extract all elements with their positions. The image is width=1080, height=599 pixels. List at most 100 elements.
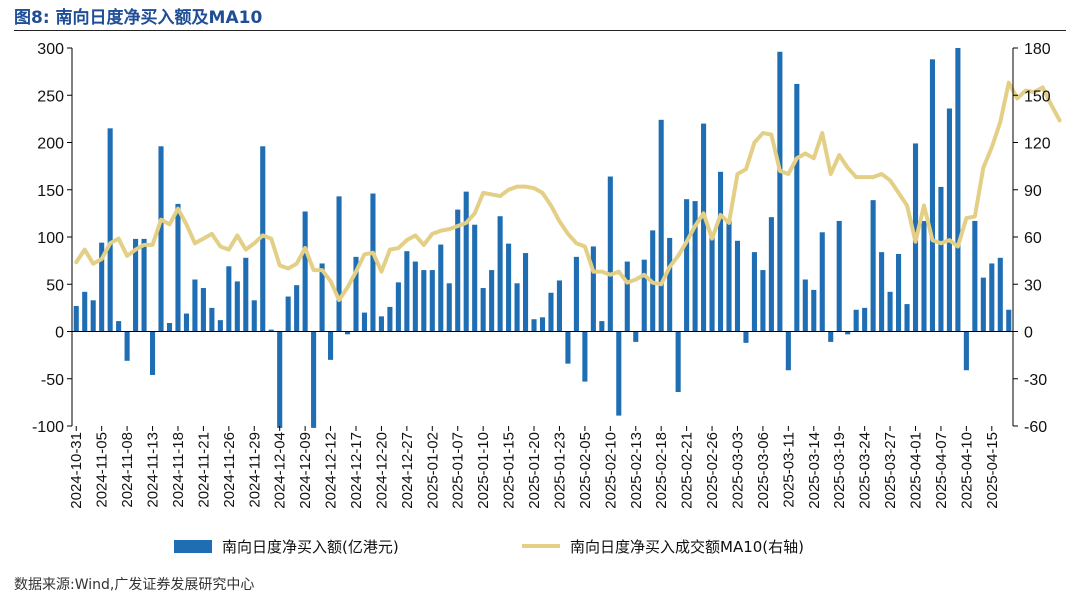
bar bbox=[836, 220, 842, 332]
bar bbox=[633, 331, 639, 342]
bar bbox=[692, 201, 698, 332]
bar bbox=[641, 259, 647, 332]
bar bbox=[989, 263, 995, 332]
bar bbox=[429, 270, 435, 332]
bar bbox=[319, 263, 325, 332]
x-tick-label: 2024-11-29 bbox=[246, 432, 263, 508]
bar bbox=[404, 251, 410, 332]
x-tick-label: 2025-01-15 bbox=[501, 432, 518, 509]
right-tick-label: 30 bbox=[1024, 277, 1042, 294]
bar bbox=[73, 305, 79, 332]
bar bbox=[548, 292, 554, 332]
bar bbox=[938, 186, 944, 332]
bar bbox=[624, 261, 630, 332]
bar bbox=[955, 48, 961, 332]
bar bbox=[90, 300, 96, 332]
bar bbox=[794, 83, 800, 332]
x-tick-label: 2024-11-21 bbox=[195, 432, 212, 508]
bar bbox=[997, 257, 1003, 332]
x-tick-label: 2024-12-27 bbox=[399, 432, 416, 509]
axes: -100 -50 0 50 100 150 200 250 300 -60 -30 0 30 60 90 12… bbox=[32, 41, 1051, 436]
bar bbox=[760, 270, 766, 332]
bar bbox=[268, 329, 274, 332]
x-tick-label: 2025-03-24 bbox=[857, 432, 874, 509]
bar bbox=[887, 291, 893, 332]
x-tick-label: 2025-02-26 bbox=[704, 432, 721, 509]
x-tick-label: 2024-11-13 bbox=[145, 432, 162, 508]
bar bbox=[455, 209, 461, 332]
bar bbox=[378, 316, 384, 332]
bar bbox=[82, 291, 88, 332]
bar bbox=[828, 331, 834, 342]
bar bbox=[862, 307, 868, 332]
bar bbox=[217, 320, 223, 332]
right-tick-label: -60 bbox=[1024, 419, 1047, 436]
bar bbox=[743, 331, 749, 343]
bar bbox=[438, 244, 444, 332]
bar bbox=[582, 331, 588, 382]
x-tick-label: 2024-10-31 bbox=[68, 432, 85, 509]
figure-title: 图8: 南向日度净买入额及MA10 bbox=[14, 8, 263, 28]
bar bbox=[200, 288, 206, 332]
bar bbox=[980, 277, 986, 332]
right-tick-label: 60 bbox=[1024, 230, 1042, 247]
bar bbox=[717, 171, 724, 332]
x-tick-label: 2025-02-18 bbox=[653, 432, 670, 509]
bar bbox=[811, 289, 817, 332]
x-tick-label: 2025-03-06 bbox=[755, 432, 772, 509]
x-tick-label: 2025-01-23 bbox=[551, 432, 568, 509]
x-tick-label: 2025-01-07 bbox=[450, 432, 467, 509]
bar bbox=[658, 119, 664, 332]
x-tick-label: 2024-11-18 bbox=[170, 432, 187, 508]
bar bbox=[768, 217, 774, 332]
bar bbox=[590, 246, 596, 332]
bar bbox=[175, 203, 181, 332]
bar bbox=[472, 224, 478, 332]
bar bbox=[260, 146, 266, 332]
x-tick-label: 2025-03-14 bbox=[806, 432, 823, 509]
bar bbox=[234, 281, 240, 332]
bar bbox=[166, 323, 173, 332]
bar bbox=[294, 285, 300, 332]
x-tick-label: 2024-12-09 bbox=[297, 432, 314, 509]
left-tick-label: 50 bbox=[46, 277, 64, 294]
bar bbox=[675, 331, 681, 392]
bar bbox=[370, 193, 376, 332]
x-tick-label: 2024-11-05 bbox=[94, 432, 111, 508]
x-tick-label: 2024-11-08 bbox=[119, 432, 136, 508]
bar bbox=[599, 321, 605, 332]
right-tick-label: 90 bbox=[1024, 183, 1042, 200]
right-tick-label: 150 bbox=[1024, 88, 1051, 105]
bar bbox=[701, 123, 707, 332]
x-tick-label: 2025-01-02 bbox=[424, 432, 441, 509]
x-tick-label: 2024-12-12 bbox=[323, 432, 340, 509]
legend-bar-swatch bbox=[174, 540, 212, 553]
bar bbox=[684, 199, 690, 332]
bar bbox=[361, 312, 368, 332]
bar bbox=[929, 59, 936, 332]
bar bbox=[777, 51, 783, 332]
bar bbox=[963, 331, 969, 371]
bar bbox=[446, 283, 452, 332]
bar bbox=[183, 313, 189, 332]
bar bbox=[489, 270, 495, 332]
bar bbox=[116, 321, 122, 332]
legend-line-label: 南向日度净买入成交额MA10(右轴) bbox=[570, 538, 804, 556]
bar bbox=[421, 270, 427, 332]
bar bbox=[709, 233, 715, 332]
bar bbox=[531, 319, 537, 332]
bar bbox=[328, 331, 334, 360]
bar bbox=[353, 256, 359, 332]
bar bbox=[209, 307, 215, 332]
bar bbox=[497, 216, 503, 332]
bar bbox=[506, 243, 512, 332]
title-divider bbox=[14, 30, 1066, 31]
right-tick-label: 0 bbox=[1024, 325, 1033, 342]
bar bbox=[412, 261, 418, 332]
bar bbox=[607, 176, 613, 332]
bar bbox=[667, 237, 673, 332]
x-tick-label: 2025-03-03 bbox=[729, 432, 746, 509]
bar bbox=[243, 257, 249, 332]
bar bbox=[573, 256, 579, 332]
x-tick-label: 2025-02-10 bbox=[602, 432, 619, 509]
